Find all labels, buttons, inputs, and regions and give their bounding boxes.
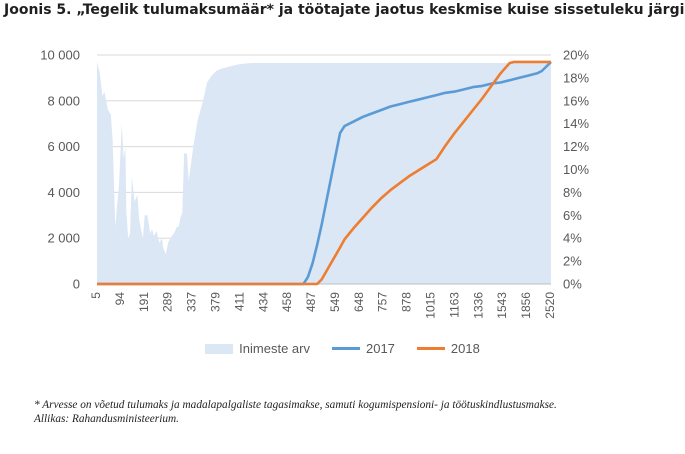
y-left-tick-labels: 0 2 000 4 000 6 000 8 000 10 000 [40,48,80,292]
legend-swatch-2017 [331,347,360,350]
legend-label-2017: 2017 [365,341,395,356]
y-right-tick-label: 14% [563,116,589,131]
x-tick-label: 1163 [447,292,461,318]
chart: 0 2 000 4 000 6 000 8 000 10 000 0% 2% 4% 6% 8% 10… [40,48,589,319]
footnote: * Arvesse on võetud tulumaks ja madalapa… [34,399,557,411]
x-tick-label: 878 [400,292,414,312]
x-tick-label: 757 [376,292,390,312]
y-right-tick-labels: 0% 2% 4% 6% 8% 10% 12% 14% 16% 18% 20% [563,48,589,292]
x-tick-label: 1015 [424,292,438,319]
x-tick-label: 411 [232,292,246,311]
legend-label-area: Inimeste arv [239,341,310,356]
x-tick-label: 379 [208,292,222,312]
x-tick-label: 434 [256,292,270,312]
y-left-tick-label: 0 [73,277,80,292]
y-left-tick-label: 10 000 [40,48,80,63]
y-right-tick-label: 8% [563,185,582,200]
x-tick-label: 5 [89,292,103,299]
figure-title: Joonis 5. „Tegelik tulumaksumäär* ja töö… [4,2,685,18]
area-inimeste-arv [97,61,551,285]
notes: * Arvesse on võetud tulumaks ja madalapa… [34,398,557,426]
y-right-tick-label: 18% [563,70,589,85]
x-tick-label: 487 [304,292,318,312]
y-right-tick-label: 10% [563,162,589,177]
y-right-tick-label: 16% [563,93,589,108]
legend-item-2017: 2017 [331,341,395,356]
source-note: Allikas: Rahandusministeerium. [34,413,179,425]
x-tick-label: 549 [328,292,342,312]
x-tick-label: 458 [280,292,294,312]
y-right-tick-label: 6% [563,208,582,223]
x-tick-label: 1856 [519,292,533,319]
line-2017 [97,60,552,286]
x-tick-label: 191 [137,292,151,312]
legend: Inimeste arv 2017 2018 [0,341,685,356]
y-right-tick-label: 4% [563,231,582,246]
x-tick-label: 1336 [471,292,485,319]
x-tick-label: 648 [352,292,366,312]
y-left-tick-label: 6 000 [47,139,80,154]
y-left-tick-label: 2 000 [47,231,80,246]
y-right-tick-label: 12% [563,139,589,154]
legend-item-area: Inimeste arv [205,341,310,356]
x-tick-label: 94 [113,292,127,306]
legend-swatch-2018 [416,347,445,350]
legend-item-2018: 2018 [416,341,480,356]
x-tick-label: 1543 [495,292,509,319]
y-right-tick-label: 20% [563,48,589,63]
line-2018 [97,60,551,286]
y-left-tick-label: 4 000 [47,185,80,200]
x-tick-label: 2520 [543,292,557,319]
x-tick-label: 337 [185,292,199,312]
x-tick-labels: 5 94 191 289 337 379 411 434 458 487 549 648 757 878 1… [89,292,557,319]
y-right-tick-label: 2% [563,254,582,269]
legend-swatch-area [205,343,234,354]
legend-label-2018: 2018 [450,341,480,356]
y-left-tick-label: 8 000 [47,93,80,108]
x-tick-label: 289 [161,292,175,312]
y-right-tick-label: 0% [563,277,582,292]
